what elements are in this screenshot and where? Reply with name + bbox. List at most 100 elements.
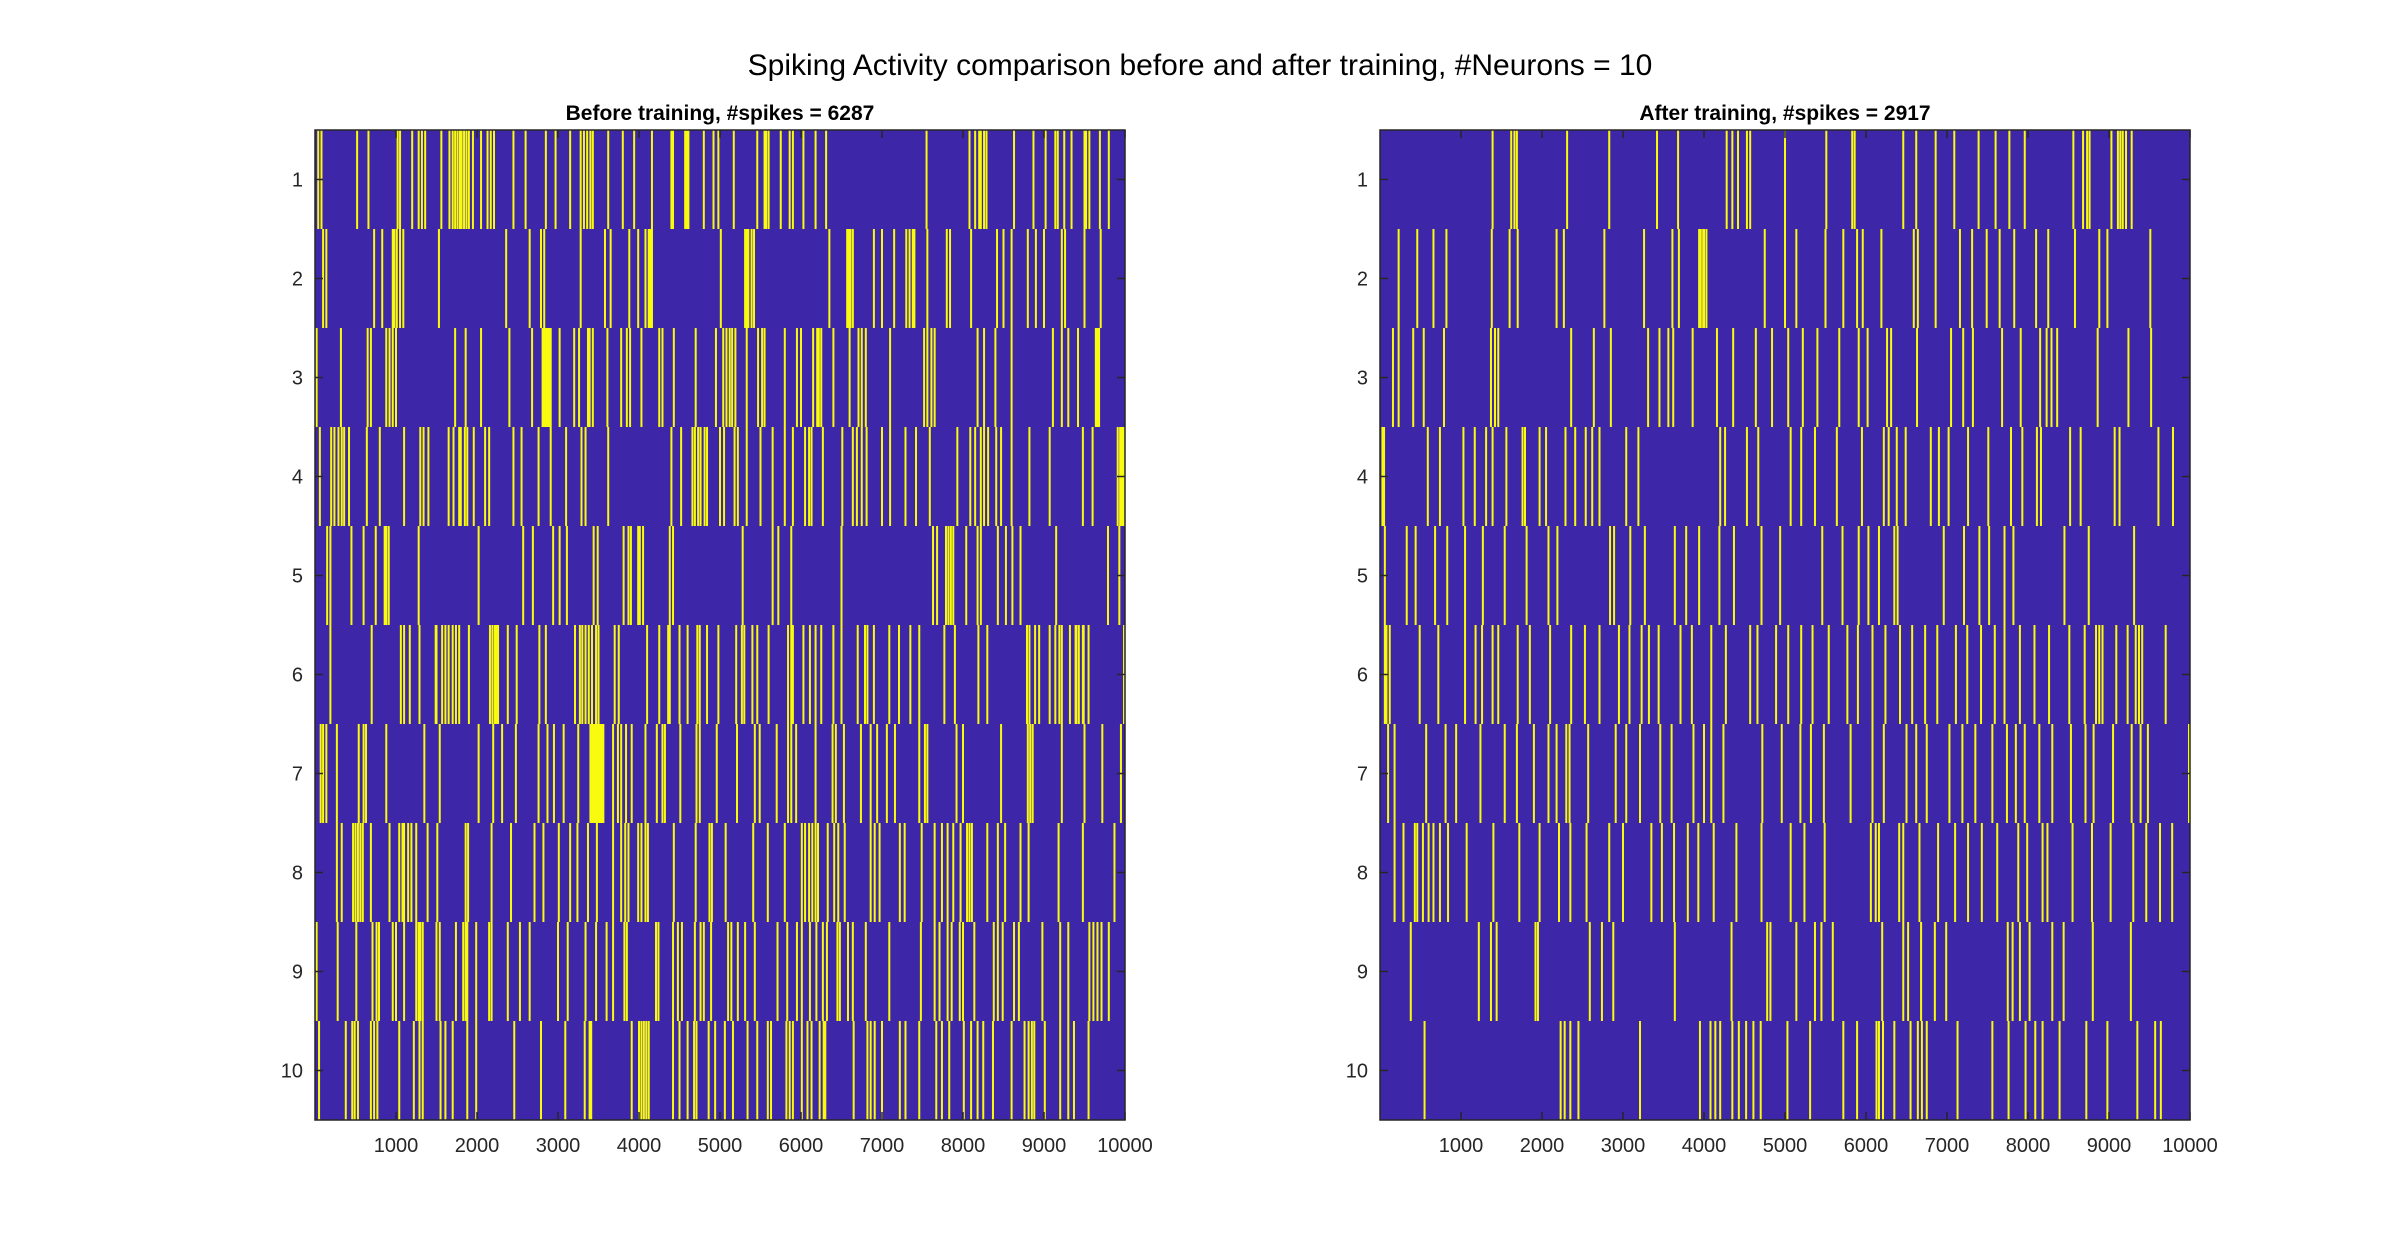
- spike-mark: [1412, 328, 1415, 427]
- spike-mark: [983, 130, 986, 229]
- spike-mark: [1677, 229, 1680, 328]
- spike-mark: [1786, 1021, 1789, 1120]
- spike-mark: [579, 130, 582, 229]
- spike-mark: [1388, 625, 1391, 724]
- spike-mark: [1737, 1021, 1740, 1120]
- spike-mark: [1737, 130, 1740, 229]
- spike-mark: [787, 625, 790, 724]
- spike-mark: [356, 130, 359, 229]
- spike-mark: [589, 130, 592, 229]
- spike-mark: [463, 130, 466, 229]
- x-tick-label: 8000: [941, 1135, 986, 1157]
- spike-mark: [645, 1021, 648, 1120]
- spike-mark: [355, 922, 358, 1021]
- spike-mark: [438, 922, 441, 1021]
- spike-mark: [866, 625, 869, 724]
- spike-mark: [357, 724, 360, 823]
- spike-mark: [438, 724, 441, 823]
- spike-mark: [1912, 229, 1915, 328]
- spike-mark: [911, 229, 914, 328]
- spike-mark: [1869, 823, 1872, 922]
- spike-mark: [591, 724, 594, 823]
- spike-mark: [1907, 922, 1910, 1021]
- spike-mark: [325, 724, 328, 823]
- spike-mark: [1516, 625, 1519, 724]
- spike-mark: [490, 922, 493, 1021]
- spike-mark: [644, 823, 647, 922]
- spike-mark: [1391, 328, 1394, 427]
- spike-mark: [1547, 526, 1550, 625]
- spike-mark: [2069, 427, 2072, 526]
- spike-mark: [1971, 229, 1974, 328]
- spike-mark: [1673, 526, 1676, 625]
- spike-mark: [595, 625, 598, 724]
- spike-mark: [612, 922, 615, 1021]
- spike-mark: [592, 526, 595, 625]
- spike-mark: [640, 328, 643, 427]
- y-tick-label: 4: [1357, 467, 1368, 489]
- spike-mark: [1523, 427, 1526, 526]
- spike-mark: [2084, 724, 2087, 823]
- spike-mark: [1588, 922, 1591, 1021]
- spike-mark: [2106, 229, 2109, 328]
- spike-mark: [992, 922, 995, 1021]
- spike-mark: [717, 130, 720, 229]
- spike-mark: [825, 922, 828, 1021]
- spike-mark: [2062, 922, 2065, 1021]
- spike-mark: [736, 427, 739, 526]
- y-tick-label: 6: [1357, 665, 1368, 687]
- spike-mark: [785, 1021, 788, 1120]
- spike-mark: [1749, 625, 1752, 724]
- spike-mark: [1629, 526, 1632, 625]
- spike-mark: [974, 427, 977, 526]
- spike-mark: [733, 427, 736, 526]
- spike-mark: [1902, 130, 1905, 229]
- spike-mark: [849, 229, 852, 328]
- spike-mark: [1427, 823, 1430, 922]
- spike-mark: [403, 427, 406, 526]
- spike-mark: [418, 1021, 421, 1120]
- spike-mark: [2091, 922, 2094, 1021]
- neuron-row-5: [1383, 526, 2136, 625]
- spike-mark: [707, 1021, 710, 1120]
- spike-mark: [974, 130, 977, 229]
- spike-mark: [800, 328, 802, 427]
- spike-mark: [1882, 724, 1885, 823]
- spike-mark: [1416, 823, 1419, 922]
- spike-mark: [817, 823, 820, 922]
- spike-mark: [1827, 625, 1830, 724]
- spike-mark: [1934, 229, 1937, 328]
- spike-mark: [444, 625, 447, 724]
- spike-mark: [655, 724, 658, 823]
- spike-mark: [1474, 625, 1477, 724]
- spike-mark: [1562, 229, 1565, 328]
- spike-mark: [1060, 328, 1063, 427]
- spike-mark: [579, 229, 582, 328]
- spike-mark: [808, 427, 811, 526]
- spike-mark: [549, 328, 552, 427]
- spike-mark: [475, 922, 478, 1021]
- spike-mark: [926, 328, 929, 427]
- spike-mark: [994, 328, 997, 427]
- spike-mark: [851, 229, 854, 328]
- spike-mark: [1494, 328, 1497, 427]
- y-tick-label: 4: [292, 467, 303, 489]
- spike-mark: [1534, 922, 1537, 1021]
- spike-mark: [898, 625, 901, 724]
- spike-mark: [640, 823, 643, 922]
- spike-mark: [1027, 823, 1030, 922]
- spike-mark: [403, 823, 406, 922]
- spike-mark: [1963, 526, 1966, 625]
- spike-mark: [1013, 922, 1016, 1021]
- spike-mark: [546, 328, 549, 427]
- spike-mark: [1929, 427, 1932, 526]
- spike-mark: [369, 328, 372, 427]
- spike-mark: [426, 823, 429, 922]
- x-tick-label: 5000: [698, 1135, 743, 1157]
- spike-mark: [513, 1021, 516, 1120]
- spike-mark: [1495, 922, 1498, 1021]
- spike-mark: [1925, 724, 1928, 823]
- spike-mark: [1033, 1021, 1036, 1120]
- spike-mark: [821, 427, 824, 526]
- spike-mark: [471, 130, 474, 229]
